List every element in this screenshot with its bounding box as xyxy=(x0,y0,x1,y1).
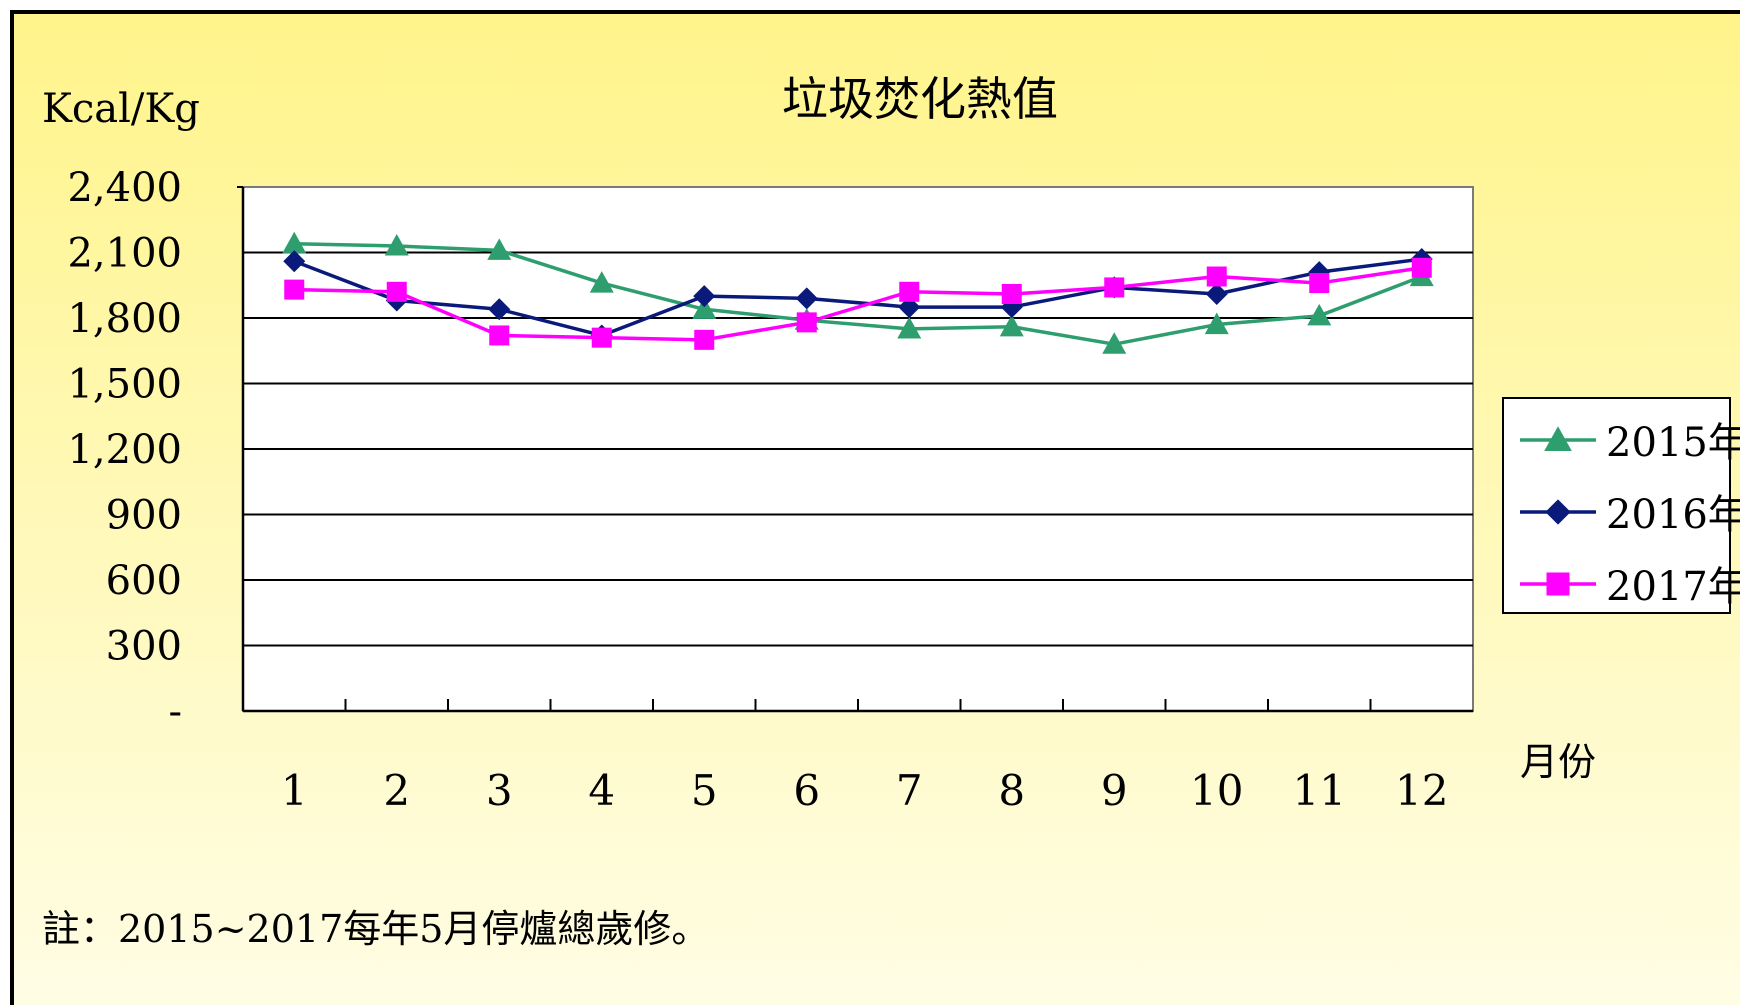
data-point xyxy=(283,250,306,273)
y-tick-label: 900 xyxy=(106,493,182,539)
data-point xyxy=(899,281,920,302)
footnote: 註：2015~2017每年5月停爐總歲修。 xyxy=(42,907,709,951)
x-tick-label: 10 xyxy=(1190,766,1243,815)
x-tick-label: 1 xyxy=(281,766,308,815)
x-axis-ticks: 1 2 3 4 5 6 7 8 9 10 11 12 xyxy=(281,699,1448,815)
x-tick-label: 3 xyxy=(486,766,513,815)
chart-title: 垃圾焚化熱值 xyxy=(782,72,1058,126)
legend-marker xyxy=(1545,499,1571,525)
y-tick-label: 2,100 xyxy=(67,231,182,277)
data-point xyxy=(1309,273,1330,294)
data-point xyxy=(1204,312,1229,335)
data-point xyxy=(693,285,716,308)
legend-entries: 2015年 2016年 2017年 xyxy=(1520,420,1740,610)
data-point xyxy=(795,287,818,310)
data-point xyxy=(796,312,817,333)
data-point xyxy=(1206,266,1227,287)
y-axis-ticks: - 300 600 900 1,200 1,500 1,800 2,100 2,400 xyxy=(67,165,182,735)
x-tick-label: 5 xyxy=(691,766,718,815)
data-point xyxy=(489,325,510,346)
series-layer xyxy=(282,231,1434,354)
x-tick-label: 2 xyxy=(383,766,410,815)
legend-box xyxy=(1502,397,1731,614)
y-tick-label: 1,500 xyxy=(67,362,182,408)
data-point xyxy=(284,279,305,300)
data-point xyxy=(386,281,407,302)
y-tick-label: 600 xyxy=(106,558,182,604)
series-line xyxy=(293,257,1422,338)
x-axis-label: 月份 xyxy=(1520,740,1596,784)
data-point xyxy=(897,316,922,339)
legend-label: 2015年 xyxy=(1606,420,1740,466)
data-point xyxy=(282,231,307,254)
x-tick-label: 12 xyxy=(1395,766,1448,815)
legend-label: 2017年 xyxy=(1606,564,1740,610)
data-point xyxy=(1411,257,1432,278)
data-point xyxy=(384,233,409,256)
data-point xyxy=(999,314,1024,337)
data-point xyxy=(1001,283,1022,304)
legend: 2015年 2016年 2017年 xyxy=(1502,397,1740,614)
x-tick-label: 8 xyxy=(998,766,1025,815)
y-tick-label: - xyxy=(168,689,182,735)
legend-label: 2016年 xyxy=(1606,492,1740,538)
y-axis-label: Kcal/Kg xyxy=(42,86,200,132)
x-tick-label: 9 xyxy=(1101,766,1128,815)
x-tick-label: 11 xyxy=(1293,766,1346,815)
x-tick-label: 7 xyxy=(896,766,923,815)
data-point xyxy=(692,297,717,319)
y-tick-label: 1,800 xyxy=(67,296,182,342)
series-2 xyxy=(284,257,1432,350)
y-tick-label: 2,400 xyxy=(67,165,182,211)
data-point xyxy=(591,327,612,348)
x-tick-label: 6 xyxy=(793,766,820,815)
data-point xyxy=(589,271,614,293)
legend-marker xyxy=(1546,572,1570,596)
data-point xyxy=(694,329,715,350)
data-point xyxy=(488,298,511,321)
data-point xyxy=(1102,332,1127,354)
x-tick-label: 4 xyxy=(588,766,615,815)
legend-marker xyxy=(1544,426,1572,452)
series-line xyxy=(294,242,1423,346)
series-line xyxy=(294,266,1423,342)
data-point xyxy=(1104,277,1125,298)
y-tick-label: 300 xyxy=(106,624,182,670)
y-tick-label: 1,200 xyxy=(67,427,182,473)
data-point xyxy=(487,238,512,260)
data-point xyxy=(1205,282,1228,305)
data-point xyxy=(1307,303,1332,326)
